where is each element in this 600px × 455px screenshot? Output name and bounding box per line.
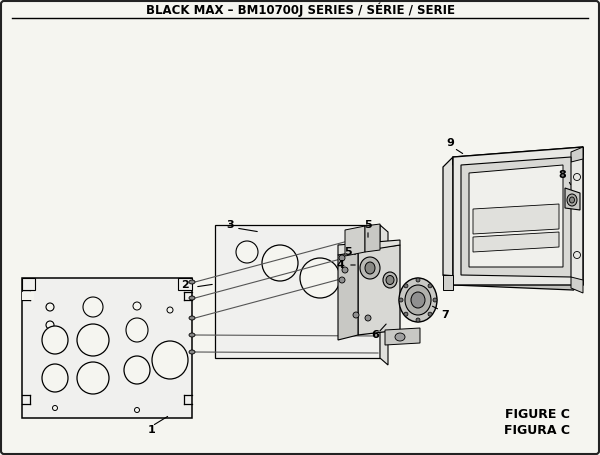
Ellipse shape [428,312,432,316]
Polygon shape [338,250,358,340]
Ellipse shape [339,255,345,261]
Polygon shape [571,147,583,162]
Polygon shape [443,275,453,290]
Ellipse shape [385,302,392,308]
Polygon shape [22,278,192,418]
Ellipse shape [126,318,148,342]
Polygon shape [453,147,583,165]
Text: 5: 5 [364,220,372,230]
Text: 2: 2 [181,280,189,290]
Text: 3: 3 [226,220,234,230]
Ellipse shape [42,326,68,354]
Polygon shape [338,240,400,255]
Ellipse shape [189,296,195,300]
Ellipse shape [574,173,581,181]
Polygon shape [453,147,583,285]
Polygon shape [443,157,453,285]
Ellipse shape [365,262,375,274]
Ellipse shape [395,333,405,341]
Ellipse shape [133,302,141,310]
Polygon shape [178,278,192,290]
Ellipse shape [399,298,403,302]
Ellipse shape [42,364,68,392]
Ellipse shape [342,267,348,273]
Polygon shape [358,245,400,335]
Ellipse shape [386,275,394,284]
Ellipse shape [569,197,575,203]
Polygon shape [443,275,583,290]
Ellipse shape [405,285,431,315]
Polygon shape [215,225,380,358]
Text: FIGURA C: FIGURA C [504,424,570,436]
Ellipse shape [300,258,340,298]
Text: 9: 9 [446,138,454,148]
Text: 1: 1 [148,425,156,435]
Text: 5: 5 [344,247,352,257]
Text: 6: 6 [371,330,379,340]
Ellipse shape [189,333,195,337]
Polygon shape [473,204,559,234]
Ellipse shape [433,298,437,302]
Text: 4: 4 [336,260,344,270]
Ellipse shape [404,284,408,288]
Polygon shape [345,226,365,256]
Text: BLACK MAX – BM10700J SERIES / SÉRIE / SERIE: BLACK MAX – BM10700J SERIES / SÉRIE / SE… [146,3,455,17]
Ellipse shape [134,408,139,413]
Polygon shape [565,188,580,210]
Ellipse shape [236,241,258,263]
Polygon shape [380,225,388,365]
Text: 7: 7 [441,310,449,320]
Polygon shape [573,147,583,290]
Ellipse shape [167,307,173,313]
Ellipse shape [189,280,195,284]
Polygon shape [461,157,571,277]
Ellipse shape [53,405,58,410]
Ellipse shape [262,245,298,281]
Ellipse shape [339,277,345,283]
Ellipse shape [574,252,581,258]
Ellipse shape [189,350,195,354]
Ellipse shape [353,312,359,318]
Ellipse shape [411,292,425,308]
Text: FIGURE C: FIGURE C [505,409,570,421]
Text: 8: 8 [558,170,566,180]
Polygon shape [385,328,420,345]
Ellipse shape [428,284,432,288]
Ellipse shape [77,362,109,394]
Ellipse shape [342,275,382,315]
Polygon shape [22,278,35,290]
Ellipse shape [383,272,397,288]
Ellipse shape [124,356,150,384]
Ellipse shape [46,321,54,329]
Polygon shape [365,224,380,252]
Ellipse shape [399,278,437,322]
Ellipse shape [416,278,420,282]
Ellipse shape [83,297,103,317]
Ellipse shape [365,315,371,321]
Polygon shape [473,232,559,252]
Ellipse shape [189,316,195,320]
Ellipse shape [360,257,380,279]
Ellipse shape [416,318,420,322]
Polygon shape [571,277,583,293]
Ellipse shape [77,324,109,356]
Ellipse shape [567,194,577,206]
Ellipse shape [152,341,188,379]
Ellipse shape [404,312,408,316]
Polygon shape [469,165,563,267]
Ellipse shape [46,303,54,311]
Polygon shape [22,292,34,300]
